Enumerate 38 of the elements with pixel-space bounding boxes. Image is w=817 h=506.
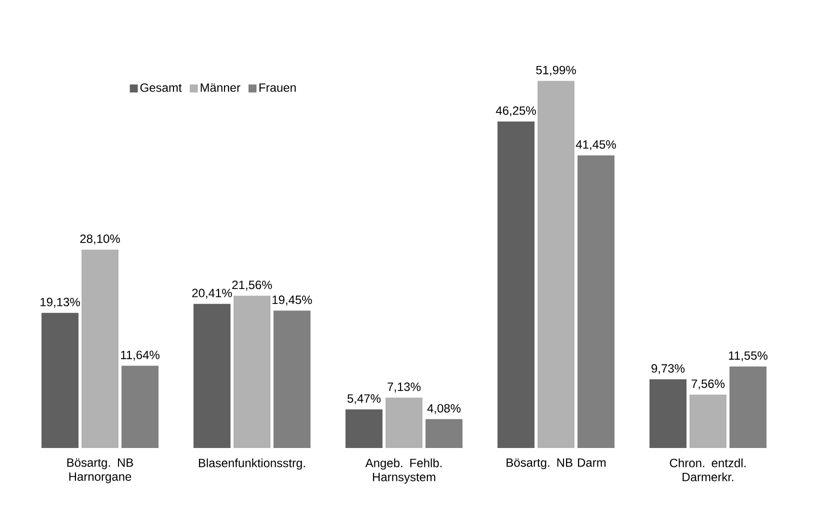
bar	[426, 419, 462, 448]
legend-label: Männer	[200, 83, 240, 92]
bar	[538, 80, 574, 448]
bar	[194, 304, 231, 448]
data-label: 41,45%	[576, 140, 616, 150]
bar	[498, 121, 534, 448]
data-label: 20,41%	[192, 288, 232, 299]
bar	[346, 409, 383, 448]
bar	[234, 296, 271, 448]
bar	[578, 155, 614, 448]
data-label: 9,73%	[652, 364, 685, 374]
data-label: 11,64%	[121, 350, 160, 361]
bar	[386, 398, 423, 448]
data-label: 7,13%	[388, 382, 421, 392]
data-label: 4,08%	[427, 404, 461, 414]
bar	[42, 312, 79, 448]
data-label: 21,56%	[232, 280, 272, 291]
x-tick-label: Bösartg. NB Darm	[506, 458, 606, 470]
bar	[274, 310, 311, 448]
data-label: 28,10%	[80, 234, 120, 244]
data-label: 11,55%	[729, 351, 768, 362]
data-label: 7,56%	[692, 380, 725, 390]
data-label: 19,13%	[40, 298, 80, 308]
x-tick-label: Blasenfunktionsstrg.	[198, 458, 305, 470]
data-label: 19,45%	[272, 296, 312, 306]
x-tick-label: Chron. entzdl. Darmerkr.	[670, 458, 746, 482]
bar	[689, 394, 726, 448]
bar	[82, 250, 119, 448]
data-label: 46,25%	[496, 106, 536, 116]
bar	[122, 366, 159, 448]
data-label: 5,47%	[347, 394, 381, 404]
bar	[729, 366, 766, 448]
x-tick-label: Angeb. Fehlb. Harnsystem	[365, 458, 442, 484]
legend-label: Gesamt	[140, 83, 182, 92]
data-label: 51,99%	[536, 66, 576, 76]
x-tick-label: Bösartg. NB Harnorgane	[67, 458, 134, 484]
bar	[649, 379, 686, 448]
legend-label: Frauen	[259, 83, 296, 92]
